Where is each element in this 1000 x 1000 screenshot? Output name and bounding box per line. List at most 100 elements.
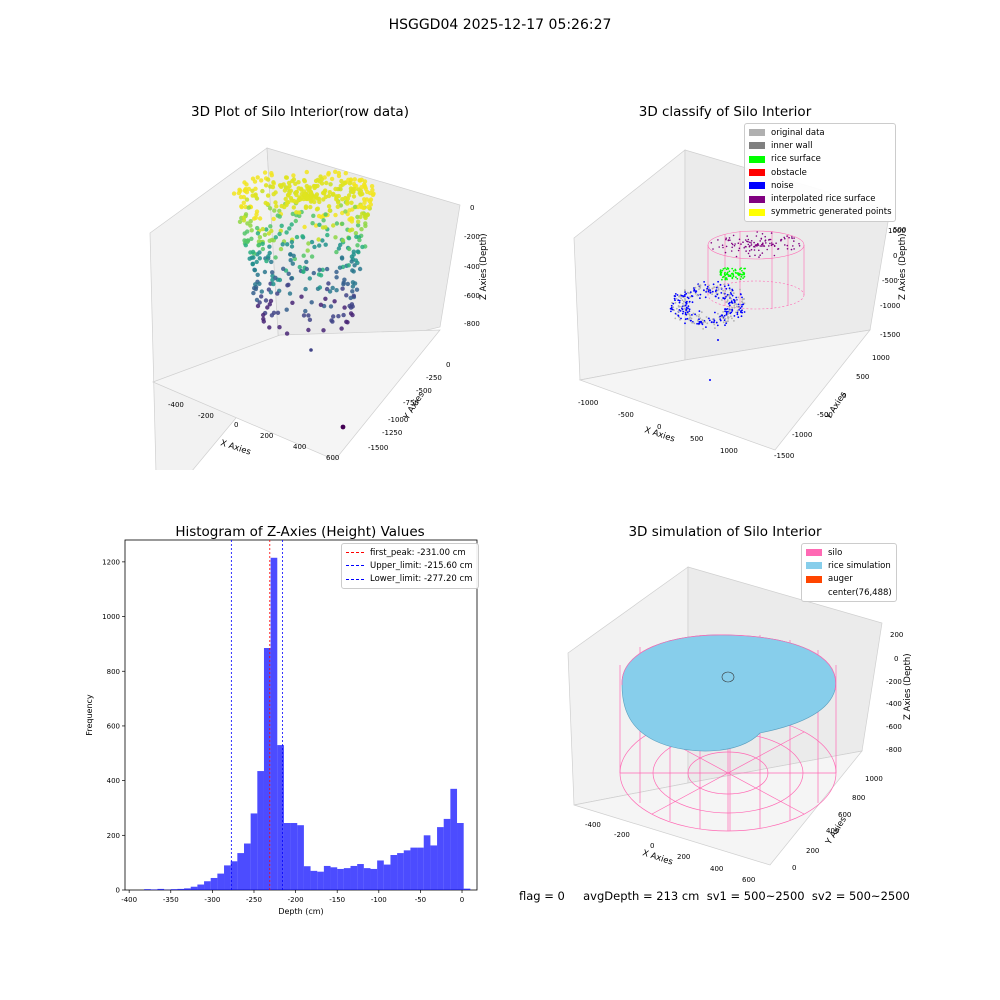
- classified-point: [675, 307, 678, 310]
- classified-point: [729, 275, 732, 278]
- simulation-ztick: 0: [894, 655, 898, 663]
- raw-point: [324, 180, 329, 186]
- classified-point: [699, 286, 702, 288]
- raw-point: [312, 185, 317, 191]
- legend-swatch: [806, 575, 822, 583]
- classified-point: [754, 254, 756, 257]
- classify-ztick: -500: [882, 277, 898, 285]
- legend-line: [346, 565, 364, 567]
- classified-point: [686, 300, 688, 303]
- classified-point: [764, 235, 766, 238]
- raw-point: [266, 254, 271, 259]
- raw-point: [245, 229, 250, 234]
- raw-ztick: -400: [464, 263, 480, 271]
- classified-point: [744, 239, 747, 241]
- raw-point: [352, 177, 357, 182]
- legend-label: interpolated rice surface: [771, 194, 876, 205]
- classified-point: [758, 249, 760, 252]
- classified-point: [728, 295, 731, 298]
- raw-point: [259, 178, 264, 183]
- classify-y-ticks: 1000 500 0 -500 -1000 -1500: [774, 354, 890, 460]
- classified-point: [677, 310, 680, 313]
- classified-point: [726, 272, 729, 275]
- raw-point: [353, 231, 359, 236]
- classified-point: [674, 293, 677, 295]
- raw-ytick: -1250: [382, 429, 402, 437]
- classified-point: [725, 277, 727, 279]
- raw-point: [352, 204, 358, 210]
- raw-point: [304, 169, 309, 175]
- raw-point: [331, 314, 336, 319]
- raw-point: [303, 308, 308, 314]
- raw-point: [342, 305, 347, 310]
- raw-point: [270, 270, 275, 275]
- classified-point: [719, 319, 722, 322]
- raw-point: [262, 232, 268, 237]
- raw-point: [370, 187, 375, 193]
- classified-point: [741, 301, 744, 304]
- classified-point: [758, 256, 760, 258]
- histogram-bar: [243, 843, 251, 890]
- classified-point: [719, 269, 722, 271]
- raw-point: [346, 236, 352, 241]
- raw-point: [286, 180, 292, 186]
- histogram-bar: [417, 847, 424, 890]
- classified-point: [748, 250, 751, 252]
- raw-point: [290, 261, 295, 266]
- classified-point: [724, 290, 727, 292]
- classified-point: [702, 328, 704, 330]
- raw-point: [355, 214, 360, 220]
- x-tick-label: -250: [246, 896, 262, 904]
- classified-point: [726, 293, 729, 296]
- raw-point: [309, 239, 315, 245]
- raw-point: [321, 328, 326, 333]
- y-tick-label: 1200: [102, 558, 120, 566]
- classified-point: [734, 269, 737, 272]
- raw-point: [302, 192, 307, 197]
- classified-point: [769, 238, 772, 241]
- raw-point: [327, 190, 332, 195]
- classified-point: [736, 305, 738, 308]
- raw-point: [294, 189, 299, 195]
- raw-point: [270, 184, 276, 190]
- classified-point: [737, 242, 740, 244]
- classified-point: [742, 241, 744, 243]
- classified-point: [729, 312, 732, 315]
- classified-point: [735, 311, 737, 314]
- classified-point: [674, 299, 676, 302]
- raw-point: [277, 214, 282, 219]
- histogram-bar: [323, 865, 331, 890]
- y-tick-label: 800: [107, 668, 120, 676]
- raw-point: [285, 242, 290, 247]
- classified-point: [730, 315, 732, 318]
- classified-point: [685, 302, 688, 305]
- histogram-bar: [410, 847, 418, 890]
- legend-swatch: [749, 195, 765, 203]
- raw-point: [257, 300, 262, 305]
- raw-point: [369, 184, 375, 189]
- classified-point: [761, 252, 764, 254]
- classified-point: [722, 311, 724, 313]
- raw-point: [248, 219, 253, 224]
- raw-point: [363, 186, 368, 191]
- raw-point: [317, 243, 322, 248]
- raw-point: [306, 196, 311, 202]
- classified-point: [743, 247, 745, 249]
- histogram-bar: [144, 889, 151, 890]
- classified-point: [678, 295, 680, 298]
- legend-item: noise: [749, 179, 891, 192]
- simulation-xtick: 600: [742, 876, 755, 884]
- raw-point: [273, 200, 278, 205]
- classified-point: [680, 297, 682, 300]
- classified-point: [731, 242, 733, 245]
- classified-point: [683, 300, 685, 303]
- raw-point: [303, 286, 308, 292]
- classified-point: [710, 321, 713, 324]
- classified-point: [761, 245, 763, 247]
- simulation-ztick: -800: [886, 746, 902, 754]
- raw-point: [316, 237, 321, 242]
- classified-point: [709, 289, 712, 291]
- classified-point: [695, 314, 698, 317]
- raw-point: [331, 191, 336, 197]
- classified-point: [709, 291, 712, 294]
